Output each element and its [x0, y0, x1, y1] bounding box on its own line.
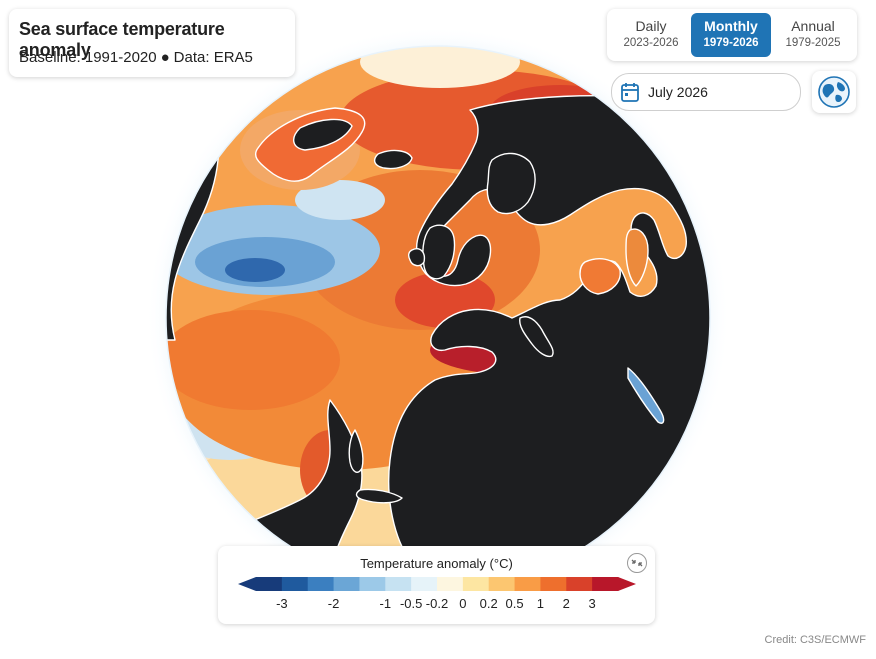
date-picker[interactable]: July 2026 — [611, 73, 801, 111]
legend-tick-label: 0 — [459, 596, 467, 611]
legend-swatch — [488, 577, 516, 591]
credit-text: Credit: C3S/ECMWF — [764, 634, 866, 646]
tab-monthly[interactable]: Monthly 1979-2026 — [691, 13, 771, 57]
legend-swatch — [592, 577, 619, 591]
calendar-icon — [621, 82, 639, 107]
legend-colorbar — [238, 577, 636, 591]
legend-tick-label: 1 — [536, 596, 545, 611]
frequency-selector: Daily 2023-2026 Monthly 1979-2026 Annual… — [607, 9, 857, 61]
legend-tick-label: 0.5 — [505, 596, 524, 611]
legend-tick-label: 2 — [562, 596, 570, 611]
tab-annual-label: Annual — [791, 18, 835, 34]
tab-annual-range: 1979-2025 — [785, 37, 841, 49]
legend-tick-label: -2 — [327, 596, 340, 611]
legend-swatch — [540, 577, 567, 591]
legend-swatch — [359, 577, 386, 591]
legend-tick-label: -1 — [379, 596, 392, 611]
tab-daily-label: Daily — [635, 18, 667, 34]
legend-swatch — [437, 577, 464, 591]
land-layer — [166, 46, 710, 590]
collapse-arrows-icon[interactable] — [626, 552, 648, 579]
tab-daily[interactable]: Daily 2023-2026 — [611, 13, 691, 57]
legend-tick-label: 3 — [588, 596, 596, 611]
globe-outline — [165, 45, 711, 591]
legend-swatch — [281, 577, 309, 591]
globe-view-button[interactable] — [812, 71, 856, 113]
title-card: Sea surface temperature anomaly Baseline… — [9, 9, 295, 77]
globe-icon — [818, 76, 850, 108]
legend-swatch — [566, 577, 593, 591]
page-title: Sea surface temperature anomaly — [19, 19, 225, 60]
legend-swatch — [462, 577, 490, 591]
legend-arrow-high — [618, 577, 636, 591]
legend-arrow-low — [238, 577, 256, 591]
tab-annual[interactable]: Annual 1979-2025 — [773, 13, 853, 57]
legend-tick-label: -3 — [276, 596, 288, 611]
legend-swatch — [256, 577, 283, 591]
globe-halo — [146, 26, 730, 610]
baseline-label: Baseline: 1991-2020 — [19, 49, 157, 66]
data-source-label: Data: ERA5 — [173, 49, 253, 66]
tab-monthly-range: 1979-2026 — [703, 37, 759, 49]
date-value: July 2026 — [648, 84, 708, 100]
legend-swatch — [514, 577, 541, 591]
separator-dot: ● — [160, 49, 170, 66]
legend-swatch — [333, 577, 360, 591]
legend-tick-label: -0.2 — [425, 596, 449, 611]
subtitle: Baseline: 1991-2020 ● Data: ERA5 — [19, 49, 253, 66]
legend-tick-label: -0.5 — [399, 596, 423, 611]
legend: Temperature anomaly (°C) -3 -2 -1 -0.5 -0.2 0… — [218, 546, 655, 624]
tab-monthly-label: Monthly — [704, 18, 758, 34]
legend-swatch — [307, 577, 335, 591]
legend-tick-label: 0.2 — [479, 596, 498, 611]
tab-daily-range: 2023-2026 — [623, 37, 679, 49]
legend-swatch — [411, 577, 438, 591]
legend-title: Temperature anomaly (°C) — [360, 556, 513, 571]
sea-anomaly-layer — [166, 46, 710, 590]
legend-swatch — [385, 577, 412, 591]
